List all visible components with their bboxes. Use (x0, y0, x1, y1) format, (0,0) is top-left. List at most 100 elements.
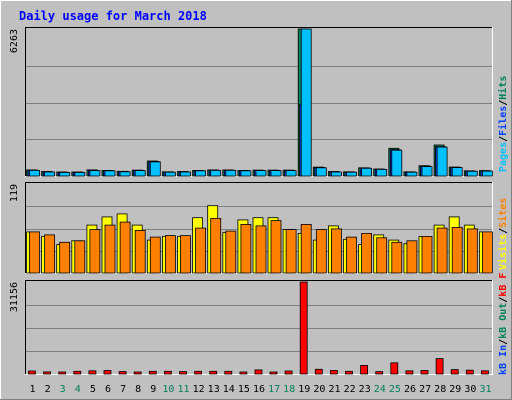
bar-pages-day-25 (391, 149, 403, 177)
bar-kb-f-day-17 (269, 371, 278, 375)
bar-kb-f-day-14 (224, 370, 233, 375)
bar-kb-f-day-7 (118, 371, 127, 375)
bar-sites-day-5 (89, 229, 101, 274)
bar-sites-day-2 (44, 234, 55, 274)
bar-pages-day-12 (195, 170, 207, 177)
panel-area (25, 280, 493, 375)
x-tick-label-3: 3 (60, 384, 66, 395)
bar-pages-day-1 (29, 169, 40, 177)
bar-pages-day-6 (104, 170, 116, 177)
x-tick-label-28: 28 (434, 384, 446, 395)
bar-sites-day-18 (285, 229, 297, 274)
bar-kb-f-day-12 (194, 370, 203, 375)
bar-pages-day-20 (315, 167, 327, 177)
x-tick-label-18: 18 (283, 384, 295, 395)
legend-middle: Visits/Sites (497, 198, 509, 270)
x-tick-label-14: 14 (223, 384, 235, 395)
bar-pages-day-5 (89, 170, 101, 177)
bar-pages-day-17 (270, 170, 282, 177)
bar-kb-f-day-20 (314, 368, 323, 375)
bar-kb-f-day-23 (360, 364, 369, 375)
bar-kb-f-day-29 (450, 369, 459, 375)
bar-kb-f-day-28 (435, 358, 444, 375)
bar-kb-f-day-19 (299, 281, 308, 375)
x-tick-label-17: 17 (268, 384, 280, 395)
bar-pages-day-31 (481, 170, 493, 177)
x-tick-label-29: 29 (449, 384, 461, 395)
bar-kb-f-day-27 (420, 370, 429, 375)
bar-pages-day-8 (134, 170, 146, 177)
x-tick-label-11: 11 (177, 384, 189, 395)
bar-sites-day-4 (74, 240, 86, 274)
bar-pages-day-30 (466, 170, 478, 177)
x-tick-label-31: 31 (479, 384, 491, 395)
bar-kb-f-day-10 (163, 370, 172, 375)
bar-kb-f-day-21 (329, 370, 338, 375)
bar-kb-f-day-26 (405, 370, 414, 375)
x-tick-label-13: 13 (208, 384, 220, 395)
x-tick-label-9: 9 (150, 384, 156, 395)
x-tick-label-21: 21 (328, 384, 340, 395)
x-tick-label-7: 7 (120, 384, 126, 395)
legend-top-part: Hits (497, 76, 509, 100)
bar-sites-day-23 (361, 232, 373, 274)
x-tick-label-6: 6 (105, 384, 111, 395)
panel-hits-files-pages (25, 27, 493, 177)
bar-kb-f-day-8 (133, 371, 142, 375)
bar-sites-day-17 (270, 220, 282, 274)
bar-sites-day-3 (59, 241, 71, 274)
bar-sites-day-10 (164, 235, 176, 274)
bar-sites-day-12 (195, 227, 207, 274)
bar-sites-day-25 (391, 241, 403, 274)
bar-kb-f-day-6 (103, 370, 112, 375)
bar-kb-f-day-3 (58, 371, 67, 375)
panel-kbytes (25, 280, 493, 375)
bar-pages-day-26 (406, 171, 418, 177)
legend-bottom-part: / (498, 297, 509, 303)
legend-bottom-part: kB In (498, 345, 509, 375)
bar-kb-f-day-30 (465, 369, 474, 375)
y-max-label-visits-sites: 119 (9, 184, 20, 202)
bar-pages-day-2 (44, 171, 55, 177)
bar-sites-day-15 (240, 223, 252, 274)
legend-bottom-part: kB Out (498, 303, 509, 339)
bar-sites-day-9 (149, 236, 161, 274)
bar-kb-f-day-13 (209, 370, 218, 375)
bar-pages-day-15 (240, 170, 252, 177)
bar-sites-day-22 (346, 236, 357, 274)
legend-top: Pages/Files/Hits (497, 76, 509, 172)
bar-pages-day-27 (421, 166, 433, 177)
bar-pages-day-14 (225, 169, 237, 177)
legend-middle-part: Visits (497, 234, 509, 270)
bar-kb-f-day-25 (390, 362, 399, 375)
chart-title: Daily usage for March 2018 (19, 9, 207, 23)
bar-pages-day-29 (451, 167, 463, 177)
x-tick-label-26: 26 (404, 384, 416, 395)
x-tick-label-5: 5 (90, 384, 96, 395)
bar-sites-day-13 (210, 217, 222, 274)
bar-kb-f-day-11 (179, 371, 187, 375)
y-max-label-kbytes: 31156 (9, 282, 20, 312)
bar-sites-day-21 (330, 228, 342, 274)
x-tick-label-10: 10 (162, 384, 174, 395)
legend-bottom-part: kB F (498, 273, 509, 297)
bar-sites-day-24 (376, 237, 388, 274)
bar-sites-day-27 (421, 235, 433, 274)
bar-sites-day-20 (315, 229, 327, 274)
bar-kb-f-day-4 (73, 370, 82, 375)
x-tick-label-16: 16 (253, 384, 265, 395)
x-tick-label-4: 4 (75, 384, 81, 395)
x-tick-label-27: 27 (419, 384, 431, 395)
bar-sites-day-31 (481, 231, 493, 274)
bar-sites-day-29 (451, 226, 463, 274)
legend-top-part: Files (497, 106, 509, 136)
x-tick-label-19: 19 (298, 384, 310, 395)
legend-bottom: kB In/kB Out/kB F (498, 273, 509, 375)
bar-kb-f-day-1 (28, 370, 36, 375)
y-max-label-hits-files-pages: 6263 (9, 29, 20, 53)
x-tick-label-24: 24 (374, 384, 386, 395)
bar-sites-day-26 (406, 240, 418, 274)
legend-middle-part: Sites (497, 198, 509, 228)
bar-sites-day-14 (225, 230, 237, 274)
